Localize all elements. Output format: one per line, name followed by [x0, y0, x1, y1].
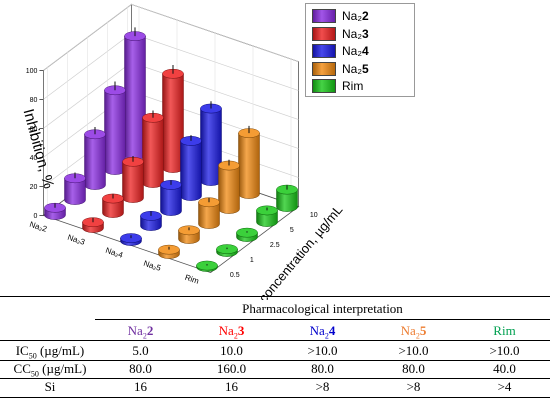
table-row-label: CC50 (µg/mL): [13, 361, 87, 379]
bar: [256, 205, 278, 227]
table-cell: >10.0: [307, 343, 338, 358]
table-cell: >10.0: [398, 343, 429, 358]
legend: Na₂2 Na₂3 Na₂4 Na₂5 Rim: [305, 3, 415, 97]
bar: [196, 260, 218, 272]
table-cell: 80.0: [311, 361, 334, 376]
bar: [82, 217, 104, 233]
table-top-rule: [0, 296, 550, 297]
z-tick-label: 0.5: [230, 272, 240, 279]
bar: [162, 65, 184, 173]
legend-swatch: [312, 61, 336, 76]
bar: [216, 244, 238, 257]
bar: [122, 155, 144, 203]
legend-label: Na₂4: [342, 44, 369, 58]
bar: [44, 202, 66, 220]
z-tick-label: 2.5: [270, 242, 280, 249]
table-column-header: Na22: [127, 323, 154, 341]
legend-label: Na₂3: [342, 26, 369, 41]
z-tick-label: 5: [290, 227, 294, 234]
table-header-rule: [0, 340, 550, 341]
table-cell: 80.0: [402, 361, 425, 376]
legend-item: Na₂2: [312, 8, 369, 24]
table-cell: >8: [315, 379, 330, 394]
table-bottom-rule: [0, 397, 550, 398]
table-cell: 160.0: [216, 361, 247, 376]
legend-swatch: [312, 44, 336, 58]
bar: [236, 227, 258, 242]
table-cell: 16: [225, 379, 238, 394]
bar: [180, 135, 202, 201]
legend-swatch: [312, 9, 336, 23]
legend-item: Rim: [312, 78, 363, 94]
legend-item: Na₂5: [312, 61, 369, 77]
x-tick-label: Na₂2: [28, 220, 48, 234]
y-tick-label: 20: [30, 184, 38, 191]
legend-label: Na₂5: [342, 61, 369, 76]
x-tick-label: Rim: [184, 273, 201, 286]
table-row-rule: [0, 378, 550, 379]
bar: [124, 27, 146, 160]
table-cell: >8: [406, 379, 421, 394]
table-cell: >4: [497, 379, 512, 394]
bar: [104, 81, 126, 175]
legend-item: Na₂3: [312, 26, 369, 42]
table-row-rule: [0, 360, 550, 361]
bar: [84, 127, 106, 190]
x-tick-label: Na₂5: [142, 259, 162, 273]
legend-label: Rim: [342, 79, 364, 93]
legend-swatch: [312, 26, 336, 41]
bar: [218, 159, 240, 214]
table-cell: 80.0: [129, 361, 152, 376]
legend-item: Na₂4: [312, 43, 369, 59]
table-cell: 40.0: [493, 361, 516, 376]
table-column-header: Na25: [400, 323, 427, 341]
y-tick-label: 80: [30, 97, 38, 104]
table-title-rule: [95, 319, 550, 320]
bar: [198, 197, 220, 229]
bar: [120, 233, 142, 246]
legend-label: Na₂2: [342, 9, 369, 23]
bar: [158, 244, 180, 259]
table-row-label: Si: [44, 379, 56, 394]
bar: [200, 101, 222, 186]
table-cell: 16: [134, 379, 147, 394]
y-tick-label: 40: [30, 155, 38, 162]
y-tick-label: 60: [30, 126, 38, 133]
z-tick-label: 10: [310, 212, 318, 219]
table-cell: >10.0: [489, 343, 520, 358]
chart-bars: [44, 27, 298, 272]
x-tick-label: Na₂4: [104, 246, 124, 260]
y-tick-label: 0: [33, 213, 37, 220]
legend-swatch: [312, 79, 336, 93]
table-row-label: IC50 (µg/mL): [15, 343, 85, 361]
bar: [160, 180, 182, 216]
bar: [238, 125, 260, 199]
bar: [276, 184, 298, 212]
z-tick-label: 1: [250, 257, 254, 264]
gridline: [43, 4, 299, 71]
bar: [142, 110, 164, 188]
pharmacology-table: Pharmacological interpretation Na22 Na23 N…: [0, 296, 550, 400]
table-column-header: Na23: [218, 323, 245, 341]
table-column-header: Na24: [309, 323, 336, 341]
table-column-header: Rim: [493, 323, 516, 338]
table-title: Pharmacological interpretation: [242, 301, 403, 316]
table-cell: 5.0: [132, 343, 149, 358]
bar: [140, 211, 162, 231]
bar: [178, 225, 200, 244]
y-tick-label: 100: [26, 68, 38, 75]
table-cell: 10.0: [220, 343, 243, 358]
bar: [64, 172, 86, 205]
bar: [102, 193, 124, 218]
x-tick-label: Na₂3: [66, 233, 86, 247]
